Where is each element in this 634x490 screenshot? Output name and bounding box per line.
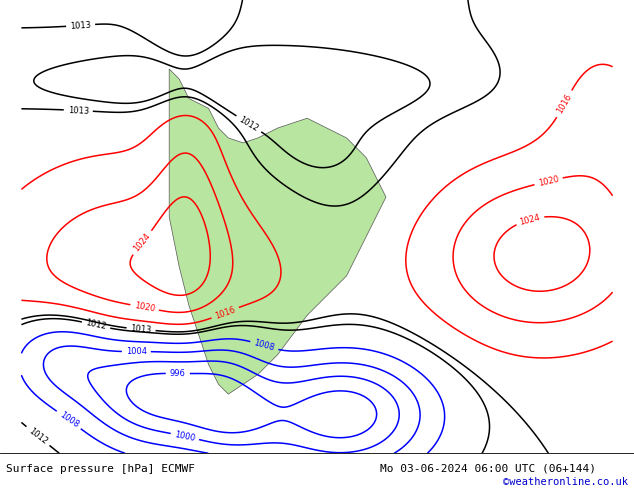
Text: 1024: 1024 bbox=[132, 232, 152, 254]
Text: 1004: 1004 bbox=[126, 347, 147, 356]
Text: 1008: 1008 bbox=[58, 410, 80, 430]
Text: 1016: 1016 bbox=[214, 305, 236, 320]
Text: 996: 996 bbox=[170, 369, 186, 378]
Text: 1024: 1024 bbox=[519, 213, 541, 226]
Text: 1012: 1012 bbox=[238, 115, 260, 133]
Text: 1013: 1013 bbox=[130, 324, 152, 335]
Text: Mo 03-06-2024 06:00 UTC (06+144): Mo 03-06-2024 06:00 UTC (06+144) bbox=[380, 464, 597, 473]
Text: 1020: 1020 bbox=[538, 174, 560, 188]
Text: 1000: 1000 bbox=[174, 430, 196, 443]
Text: 1008: 1008 bbox=[253, 339, 276, 353]
Text: Surface pressure [hPa] ECMWF: Surface pressure [hPa] ECMWF bbox=[6, 464, 195, 473]
Text: 1016: 1016 bbox=[555, 93, 574, 115]
Text: 1013: 1013 bbox=[67, 105, 89, 116]
Polygon shape bbox=[169, 69, 386, 394]
Text: 1012: 1012 bbox=[27, 426, 49, 446]
Text: ©weatheronline.co.uk: ©weatheronline.co.uk bbox=[503, 477, 628, 487]
Text: 1013: 1013 bbox=[70, 20, 91, 30]
Text: 1020: 1020 bbox=[134, 301, 156, 314]
Text: 1012: 1012 bbox=[85, 318, 107, 332]
